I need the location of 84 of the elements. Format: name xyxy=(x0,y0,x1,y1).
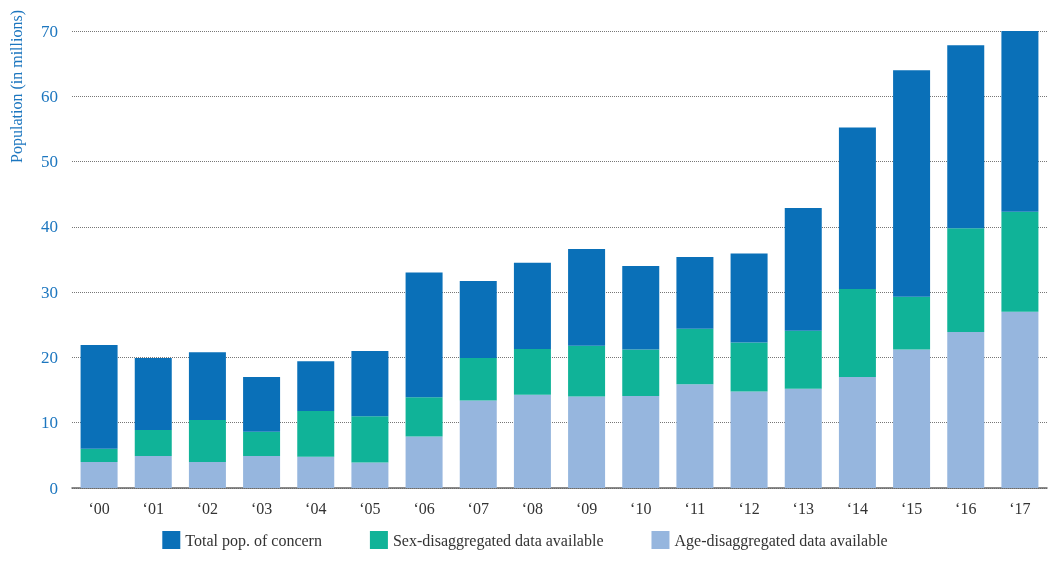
bar xyxy=(405,436,443,488)
bar xyxy=(730,253,768,343)
x-tick-label: ‘02 xyxy=(196,499,219,517)
bar xyxy=(351,416,389,463)
x-tick-label: ‘10 xyxy=(630,499,652,517)
bar xyxy=(784,330,822,389)
bar xyxy=(188,352,226,421)
bar xyxy=(676,328,714,385)
bar xyxy=(947,228,985,332)
bar xyxy=(568,345,606,397)
bar xyxy=(459,358,497,401)
bar xyxy=(188,420,226,462)
bar xyxy=(947,331,985,488)
y-tick-label: 30 xyxy=(41,282,58,302)
bar xyxy=(947,45,985,229)
x-tick-label: ‘17 xyxy=(1009,499,1031,517)
bar xyxy=(188,461,226,488)
y-tick-label: 10 xyxy=(41,413,58,433)
y-tick-label: 70 xyxy=(41,21,58,41)
legend-label: Sex-disaggregated data available xyxy=(392,531,604,550)
bar xyxy=(351,350,389,417)
bar xyxy=(351,462,389,488)
y-tick-label: 50 xyxy=(41,152,58,172)
bar xyxy=(676,256,714,329)
bar xyxy=(405,272,443,398)
x-tick-label: ‘04 xyxy=(305,499,327,517)
bar xyxy=(893,70,931,297)
bar xyxy=(568,249,606,346)
x-tick-label: ‘14 xyxy=(846,499,869,517)
bar xyxy=(893,349,931,488)
x-tick-label: ‘03 xyxy=(250,499,273,517)
bar xyxy=(622,395,660,488)
bar xyxy=(297,456,335,488)
bar xyxy=(622,266,660,350)
bar xyxy=(568,396,606,488)
legend-label: Total pop. of concern xyxy=(185,531,322,550)
x-tick-label: ‘08 xyxy=(521,499,544,517)
bar xyxy=(730,342,768,392)
x-tick-label: ‘01 xyxy=(142,499,164,517)
x-tick-label: ‘05 xyxy=(359,499,381,517)
bar xyxy=(1001,31,1039,212)
x-tick-label: ‘12 xyxy=(738,499,760,517)
bar xyxy=(134,456,172,488)
bar xyxy=(676,384,714,488)
bar xyxy=(730,391,768,488)
bar xyxy=(459,281,497,359)
x-tick-label: ‘15 xyxy=(900,499,923,517)
y-tick-label: 60 xyxy=(41,86,58,106)
bar xyxy=(134,358,172,430)
x-tick-label: ‘13 xyxy=(792,499,814,517)
y-tick-label: 40 xyxy=(41,217,58,237)
x-tick-label: ‘00 xyxy=(88,499,110,517)
y-tick-label: 20 xyxy=(41,347,58,367)
bar xyxy=(784,388,822,488)
bar xyxy=(243,377,281,432)
bar xyxy=(297,361,335,411)
bar xyxy=(784,207,822,331)
legend-label: Age-disaggregated data available xyxy=(674,531,888,550)
bar xyxy=(838,377,876,488)
x-tick-label: ‘06 xyxy=(413,499,435,517)
x-tick-label: ‘07 xyxy=(467,499,489,517)
bar xyxy=(80,345,118,449)
bar xyxy=(80,448,118,462)
bar xyxy=(297,410,335,457)
bar xyxy=(838,288,876,378)
bar xyxy=(1001,311,1039,488)
x-tick-label: ‘09 xyxy=(575,499,598,517)
bar xyxy=(513,348,551,395)
x-tick-label: ‘16 xyxy=(955,499,977,517)
bar xyxy=(243,456,281,488)
bar xyxy=(243,431,281,457)
bar xyxy=(622,349,660,396)
bar xyxy=(893,296,931,350)
bar xyxy=(80,461,118,488)
bar xyxy=(513,262,551,349)
y-axis-title: Population (in millions) xyxy=(7,10,26,163)
bar xyxy=(134,429,172,457)
bar xyxy=(405,397,443,437)
bar xyxy=(1001,211,1039,312)
bar xyxy=(838,127,876,289)
bar xyxy=(459,400,497,488)
x-tick-label: ‘11 xyxy=(684,499,706,517)
bar xyxy=(513,394,551,488)
y-tick-label: 0 xyxy=(49,478,58,498)
